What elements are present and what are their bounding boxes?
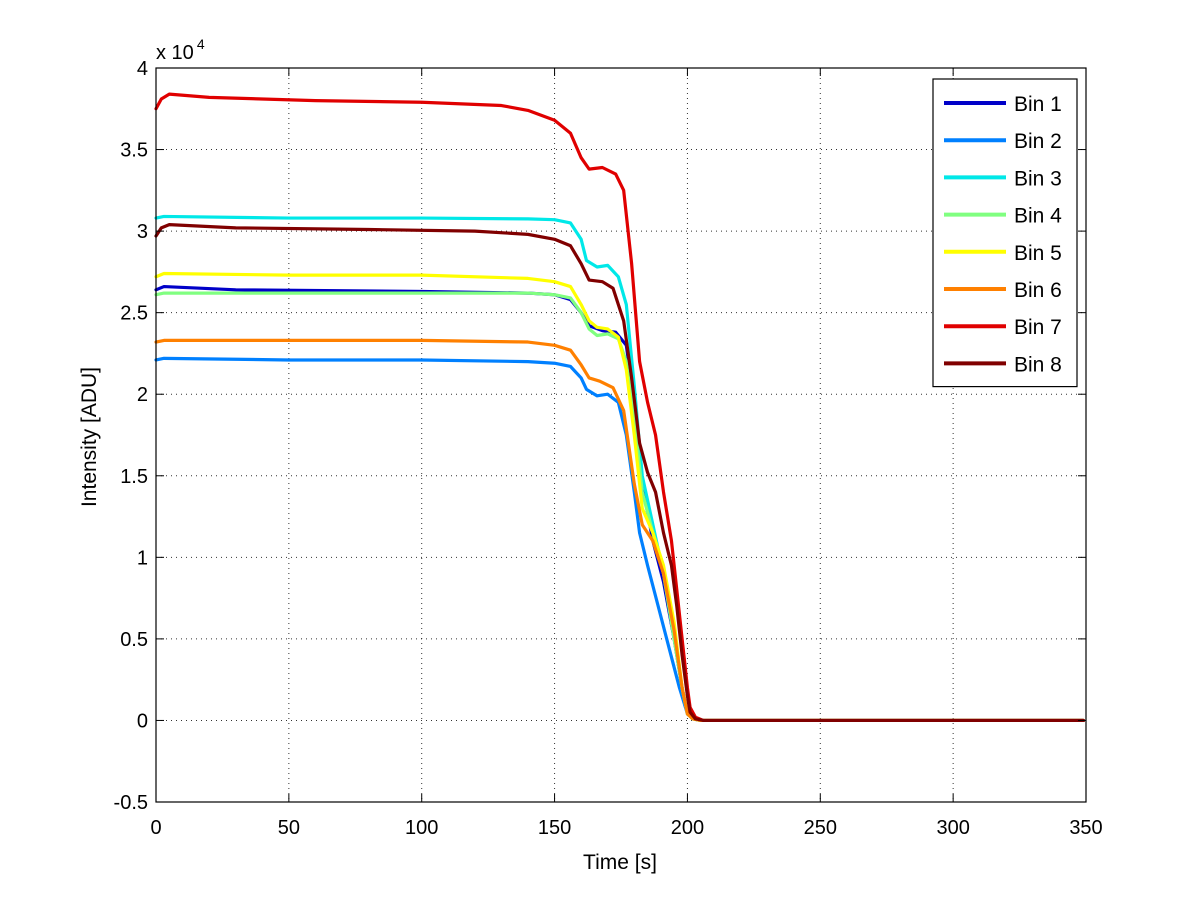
x-tick-label: 350 <box>1069 817 1102 839</box>
grid-layer <box>156 68 1086 802</box>
y-tick-label: -0.5 <box>114 792 148 814</box>
y-tick-label: 2.5 <box>120 303 148 325</box>
x-tick-label: 200 <box>671 817 704 839</box>
x-tick-label: 0 <box>150 817 161 839</box>
legend-label-bin-1: Bin 1 <box>1014 93 1062 116</box>
y-tick-label: 1.5 <box>120 466 148 488</box>
y-axis-label: Intensity [ADU] <box>78 367 101 507</box>
x-tick-label: 50 <box>278 817 300 839</box>
x-tick-label: 250 <box>804 817 837 839</box>
legend-label-bin-8: Bin 8 <box>1014 353 1062 376</box>
legend-label-bin-2: Bin 2 <box>1014 130 1062 153</box>
y-tick-label: 2 <box>137 384 148 406</box>
x-tick-label: 150 <box>538 817 571 839</box>
y-multiplier-exponent: 4 <box>197 36 205 52</box>
y-multiplier-base: x 10 <box>156 42 194 64</box>
x-tick-label: 300 <box>936 817 969 839</box>
x-tick-label: 100 <box>405 817 438 839</box>
series-layer <box>154 92 1085 723</box>
legend-label-bin-4: Bin 4 <box>1014 205 1062 228</box>
series-line-bin-6 <box>154 338 1085 723</box>
legend-label-bin-6: Bin 6 <box>1014 279 1062 302</box>
ticks-layer: 0 50 100 150 200 250 300 350-0.500.511.522.533.… <box>114 58 1103 839</box>
legend-label-bin-3: Bin 3 <box>1014 167 1062 190</box>
series-line-bin-8 <box>154 222 1085 723</box>
y-axis-multiplier: x 10 4 <box>156 36 205 64</box>
legend-label-bin-7: Bin 7 <box>1014 316 1062 339</box>
y-tick-label: 0.5 <box>120 629 148 651</box>
y-tick-label: 0 <box>137 710 148 732</box>
axes-box <box>155 67 1087 803</box>
y-tick-label: 1 <box>137 547 148 569</box>
legend-box <box>932 78 1078 388</box>
y-tick-label: 3 <box>137 221 148 243</box>
axes-layer <box>155 67 1087 803</box>
x-axis-label: Time [s] <box>583 851 657 874</box>
y-tick-label: 3.5 <box>120 140 148 162</box>
plot-area <box>156 68 1086 802</box>
legend: Bin 1 Bin 2 Bin 3 Bin 4 Bin 5 Bin 6 Bin 7 Bin 8 <box>932 78 1078 388</box>
legend-label-bin-5: Bin 5 <box>1014 242 1062 265</box>
y-tick-label: 4 <box>137 58 148 80</box>
